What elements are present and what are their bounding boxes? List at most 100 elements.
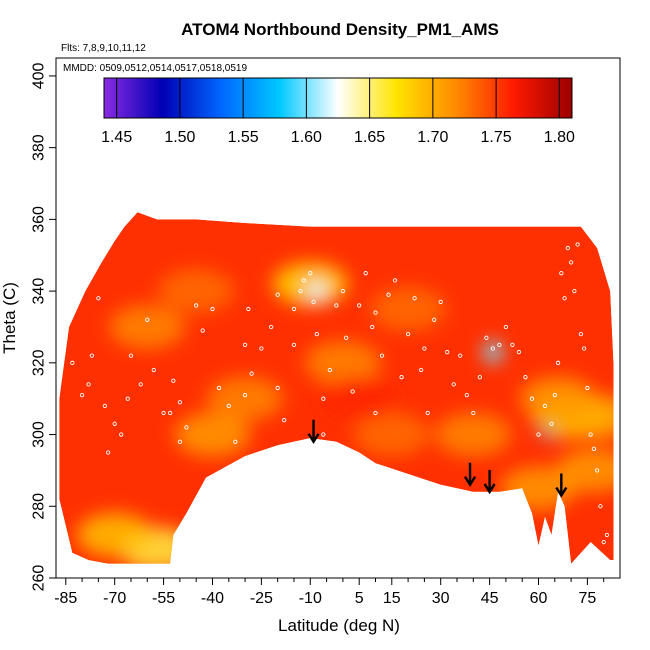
sample-point: [458, 353, 463, 358]
density-patch: [207, 376, 284, 421]
sample-point: [432, 317, 437, 322]
sample-point: [112, 421, 117, 426]
x-tick-label: 60: [530, 590, 548, 607]
sample-point: [275, 385, 280, 391]
sample-point: [344, 335, 349, 340]
sample-point: [477, 375, 482, 380]
density-patch: [109, 304, 186, 349]
sample-point: [392, 278, 398, 283]
sample-point: [151, 367, 156, 373]
colorbar-tick-label: 1.65: [354, 129, 385, 146]
sample-point: [102, 403, 108, 409]
sample-point: [578, 331, 584, 337]
sample-point: [405, 331, 411, 337]
density-patch: [304, 340, 381, 385]
sample-point: [555, 360, 561, 365]
sample-point: [145, 317, 150, 322]
density-patch: [483, 341, 502, 364]
sample-point: [542, 403, 548, 409]
sample-points: [70, 242, 610, 545]
sample-point: [438, 299, 443, 305]
sample-point: [200, 328, 205, 333]
x-tick-label: 45: [481, 590, 499, 607]
y-tick-label: 380: [31, 134, 48, 161]
sample-point: [167, 410, 173, 416]
sample-point: [291, 342, 297, 348]
sample-point: [138, 382, 143, 387]
sample-point: [373, 410, 378, 416]
down-arrow-marker: [483, 469, 496, 495]
sample-point: [282, 418, 287, 423]
y-axis: 260 280 300 320 340 360 380 400: [31, 62, 56, 592]
arrow-head: [483, 483, 496, 495]
sample-point: [334, 303, 339, 308]
sample-point: [585, 385, 590, 391]
sample-point: [233, 439, 238, 444]
colorbar-ticks: 1.45 1.50 1.55 1.60 1.65 1.70 1.75 1.80: [101, 78, 575, 146]
sample-point: [298, 288, 303, 294]
sample-point: [161, 410, 166, 416]
colorbar-tick-label: 1.55: [228, 129, 259, 146]
density-patch: [158, 269, 235, 314]
sample-point: [86, 382, 91, 387]
x-tick-label: -40: [201, 590, 224, 607]
sample-point: [595, 468, 600, 473]
density-patch: [520, 376, 597, 421]
sample-point: [79, 392, 85, 398]
colorbar-tick-label: 1.80: [544, 129, 575, 146]
y-tick-label: 300: [31, 421, 48, 448]
sample-point: [601, 539, 606, 545]
density-patch: [435, 412, 512, 457]
colorbar-tick-label: 1.60: [291, 129, 322, 146]
sample-point: [249, 371, 254, 376]
arrow-head: [555, 486, 568, 498]
flight-markers: [307, 419, 568, 498]
sample-point: [321, 396, 326, 401]
y-tick-label: 260: [31, 565, 48, 592]
sample-point: [445, 349, 450, 355]
sample-point: [516, 349, 522, 355]
sample-point: [106, 450, 111, 455]
colorbar: 1.45 1.50 1.55 1.60 1.65 1.70 1.75 1.80: [101, 77, 575, 146]
x-tick-label: -70: [103, 590, 126, 607]
sample-point: [259, 346, 264, 351]
plot-frame: [55, 57, 621, 579]
sample-point: [464, 392, 469, 398]
sample-point: [184, 425, 189, 430]
sample-point: [370, 324, 375, 330]
sample-point: [503, 324, 509, 330]
density-patch: [370, 287, 447, 332]
sample-point: [128, 353, 134, 358]
x-tick-label: 75: [579, 590, 597, 607]
sample-point: [471, 410, 476, 416]
sample-point: [275, 292, 280, 297]
sample-point: [291, 306, 297, 312]
density-patch: [307, 280, 326, 303]
sample-point: [177, 400, 183, 405]
x-tick-label: -25: [250, 590, 273, 607]
sample-point: [568, 260, 574, 265]
sample-point: [70, 360, 75, 365]
sample-point: [301, 278, 306, 283]
down-arrow-marker: [464, 462, 477, 488]
sample-point: [321, 432, 326, 437]
sample-point: [484, 335, 489, 340]
sample-point: [119, 432, 124, 437]
x-tick-label: 5: [355, 590, 364, 607]
sample-point: [171, 378, 176, 383]
sample-point: [216, 385, 222, 391]
chart-title: ATOM4 Northbound Density_PM1_AMS: [181, 20, 499, 39]
sample-point: [549, 421, 554, 426]
sample-point: [96, 296, 101, 301]
sample-point: [226, 403, 231, 409]
y-tick-label: 340: [31, 278, 48, 305]
sample-point: [591, 446, 597, 452]
x-tick-label: -10: [299, 590, 322, 607]
sample-point: [125, 396, 130, 401]
sample-point: [588, 432, 593, 437]
sample-point: [581, 346, 587, 351]
sample-point: [529, 396, 535, 401]
x-tick-label: -85: [54, 590, 77, 607]
colorbar-tick-label: 1.50: [164, 129, 195, 146]
